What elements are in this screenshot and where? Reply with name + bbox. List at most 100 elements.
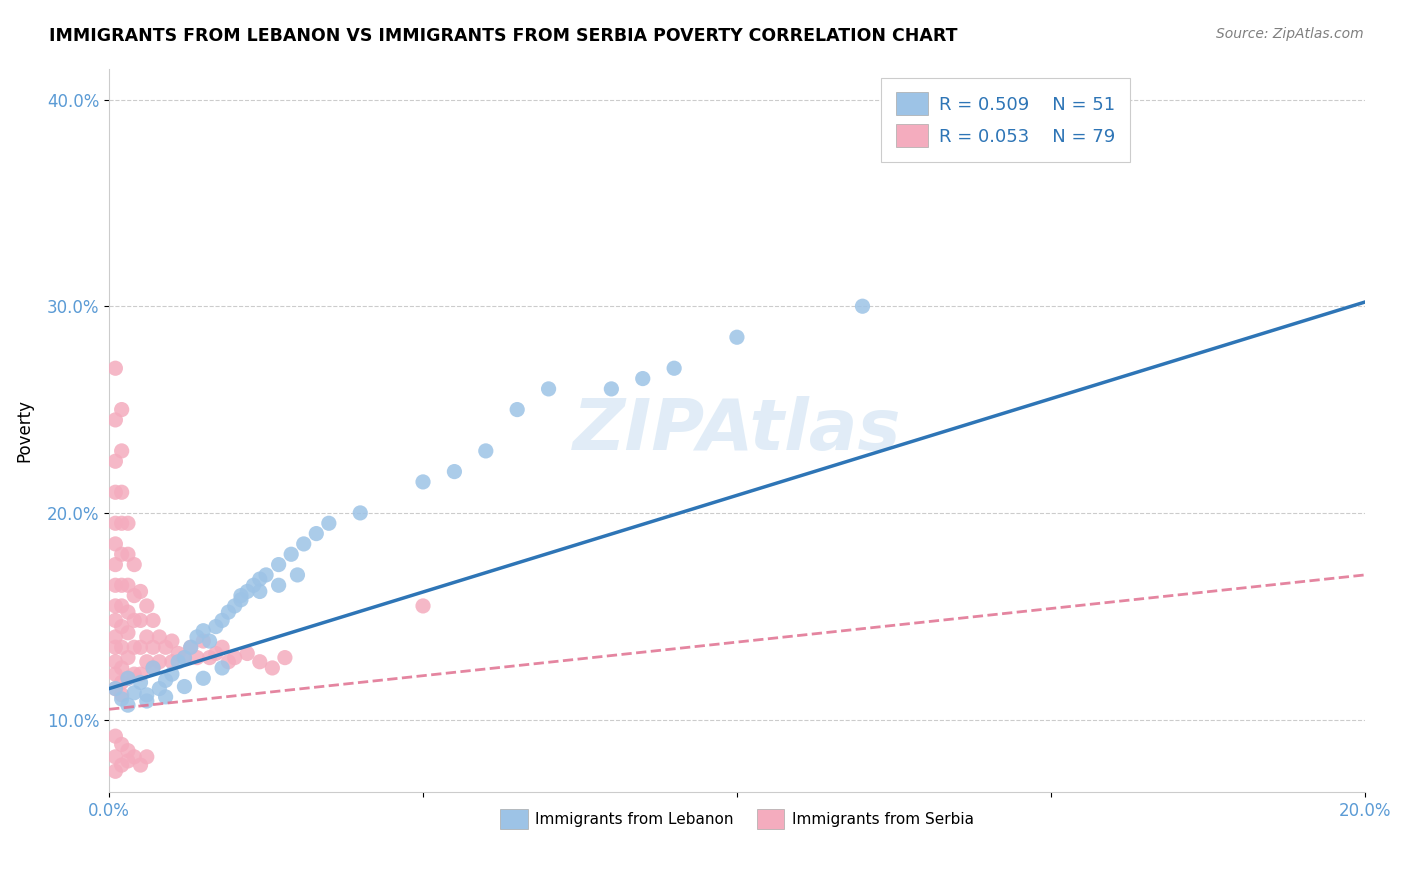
Point: [117, 744, 139, 758]
Point: [349, 506, 371, 520]
Point: [129, 640, 152, 655]
Point: [217, 655, 239, 669]
Point: [142, 614, 165, 628]
Point: [198, 650, 221, 665]
Point: [104, 614, 127, 628]
Point: [122, 749, 145, 764]
Point: [111, 688, 134, 702]
Point: [851, 299, 873, 313]
Point: [104, 516, 127, 531]
Point: [104, 578, 127, 592]
Point: [117, 547, 139, 561]
Point: [122, 589, 145, 603]
Point: [160, 634, 183, 648]
Point: [160, 667, 183, 681]
Legend: Immigrants from Lebanon, Immigrants from Serbia: Immigrants from Lebanon, Immigrants from…: [494, 803, 980, 835]
Point: [117, 650, 139, 665]
Point: [186, 650, 208, 665]
Text: ZIPAtlas: ZIPAtlas: [572, 396, 901, 465]
Point: [443, 465, 465, 479]
Point: [318, 516, 340, 531]
Point: [122, 667, 145, 681]
Point: [104, 681, 127, 696]
Point: [135, 694, 157, 708]
Point: [104, 681, 127, 696]
Point: [412, 475, 434, 489]
Point: [111, 402, 134, 417]
Point: [104, 630, 127, 644]
Point: [287, 568, 309, 582]
Point: [117, 671, 139, 685]
Point: [242, 578, 264, 592]
Point: [180, 640, 202, 655]
Point: [104, 558, 127, 572]
Point: [117, 671, 139, 685]
Point: [104, 729, 127, 743]
Point: [129, 584, 152, 599]
Point: [211, 614, 233, 628]
Point: [167, 647, 190, 661]
Point: [173, 650, 195, 665]
Point: [104, 454, 127, 468]
Point: [148, 681, 170, 696]
Point: [229, 589, 252, 603]
Point: [262, 661, 284, 675]
Point: [249, 655, 271, 669]
Point: [135, 599, 157, 613]
Point: [111, 444, 134, 458]
Point: [129, 667, 152, 681]
Point: [122, 614, 145, 628]
Point: [254, 568, 277, 582]
Point: [155, 673, 177, 688]
Point: [117, 578, 139, 592]
Point: [104, 361, 127, 376]
Point: [111, 692, 134, 706]
Text: IMMIGRANTS FROM LEBANON VS IMMIGRANTS FROM SERBIA POVERTY CORRELATION CHART: IMMIGRANTS FROM LEBANON VS IMMIGRANTS FR…: [49, 27, 957, 45]
Point: [537, 382, 560, 396]
Point: [155, 690, 177, 704]
Point: [111, 578, 134, 592]
Point: [224, 650, 246, 665]
Point: [111, 640, 134, 655]
Point: [193, 634, 215, 648]
Point: [267, 558, 290, 572]
Point: [104, 764, 127, 779]
Point: [111, 599, 134, 613]
Point: [111, 485, 134, 500]
Point: [142, 661, 165, 675]
Point: [662, 361, 685, 376]
Point: [236, 647, 259, 661]
Point: [111, 738, 134, 752]
Point: [104, 640, 127, 655]
Point: [111, 619, 134, 633]
Point: [148, 655, 170, 669]
Point: [111, 661, 134, 675]
Point: [142, 661, 165, 675]
Point: [249, 584, 271, 599]
Point: [631, 371, 654, 385]
Point: [129, 614, 152, 628]
Point: [475, 444, 498, 458]
Point: [129, 758, 152, 772]
Point: [725, 330, 748, 344]
Point: [148, 630, 170, 644]
Point: [142, 640, 165, 655]
Point: [236, 584, 259, 599]
Point: [135, 630, 157, 644]
Point: [186, 630, 208, 644]
Point: [104, 599, 127, 613]
Point: [217, 605, 239, 619]
Point: [506, 402, 529, 417]
Point: [104, 485, 127, 500]
Point: [600, 382, 623, 396]
Point: [180, 640, 202, 655]
Point: [111, 758, 134, 772]
Point: [155, 640, 177, 655]
Point: [173, 650, 195, 665]
Point: [135, 688, 157, 702]
Y-axis label: Poverty: Poverty: [15, 399, 32, 462]
Point: [280, 547, 302, 561]
Point: [193, 671, 215, 685]
Point: [135, 655, 157, 669]
Point: [104, 537, 127, 551]
